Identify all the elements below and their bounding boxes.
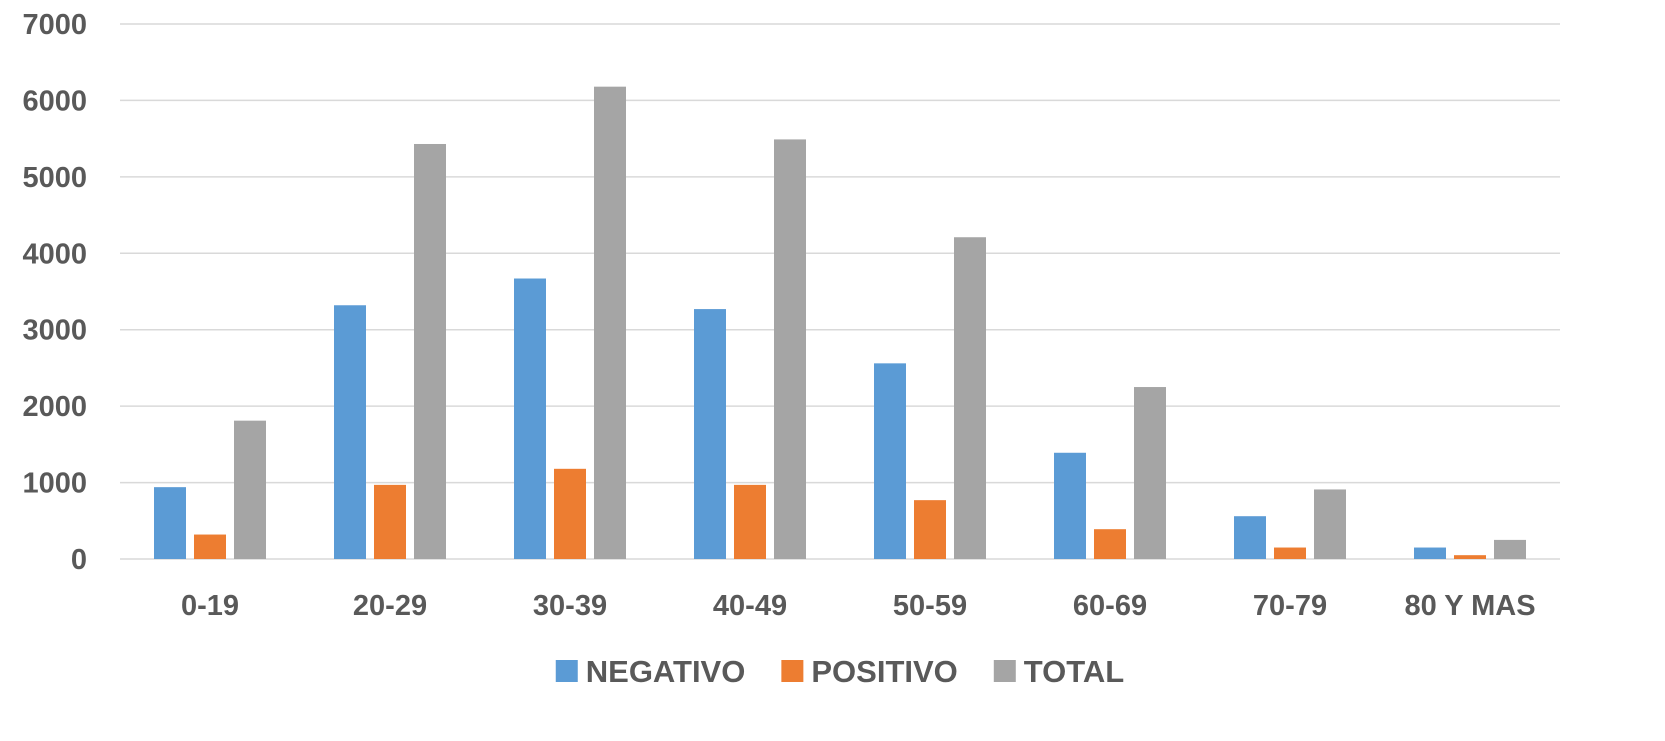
bar-negativo-80-y-mas xyxy=(1414,547,1446,559)
bar-total-70-79 xyxy=(1314,489,1346,559)
bar-positivo-80-y-mas xyxy=(1454,555,1486,559)
y-tick-label: 0 xyxy=(71,544,87,576)
legend-label-negativo: NEGATIVO xyxy=(586,654,746,689)
x-tick-label: 70-79 xyxy=(1253,590,1327,622)
bar-total-50-59 xyxy=(954,237,986,559)
bar-positivo-0-19 xyxy=(194,534,226,559)
bar-negativo-70-79 xyxy=(1234,516,1266,559)
bar-total-20-29 xyxy=(414,143,446,559)
bar-positivo-60-69 xyxy=(1094,529,1126,559)
y-tick-label: 2000 xyxy=(22,391,87,423)
y-tick-label: 1000 xyxy=(22,468,87,500)
bar-total-30-39 xyxy=(594,86,626,560)
bars xyxy=(154,86,1526,560)
bar-negativo-40-49 xyxy=(694,309,726,559)
y-tick-label: 3000 xyxy=(22,315,87,347)
bar-total-60-69 xyxy=(1134,387,1166,559)
bar-positivo-20-29 xyxy=(374,484,406,559)
y-axis-tick-labels: 0 1000 2000 3000 4000 5000 6000 7000 xyxy=(22,9,87,576)
x-tick-label: 0-19 xyxy=(181,590,239,622)
bar-total-40-49 xyxy=(774,139,806,559)
y-tick-label: 4000 xyxy=(22,238,87,270)
y-tick-label: 7000 xyxy=(22,9,87,41)
x-tick-label: 20-29 xyxy=(353,590,427,622)
y-tick-label: 6000 xyxy=(22,85,87,117)
x-tick-label: 80 Y MAS xyxy=(1404,590,1535,622)
legend-swatch-negativo xyxy=(555,660,578,682)
bar-total-80-y-mas xyxy=(1494,539,1526,559)
bar-negativo-60-69 xyxy=(1054,452,1086,559)
bar-negativo-50-59 xyxy=(874,363,906,559)
x-tick-label: 50-59 xyxy=(893,590,967,622)
bar-negativo-20-29 xyxy=(334,305,366,559)
legend: NEGATIVO POSITIVO TOTAL xyxy=(555,654,1124,689)
x-axis-tick-labels: 0-19 20-29 30-39 40-49 50-59 60-69 70-79 80 Y M… xyxy=(181,590,1536,622)
y-tick-label: 5000 xyxy=(22,162,87,194)
bar-positivo-70-79 xyxy=(1274,547,1306,559)
legend-label-positivo: POSITIVO xyxy=(811,654,957,689)
bar-positivo-40-49 xyxy=(734,484,766,559)
bar-positivo-50-59 xyxy=(914,500,946,559)
bar-negativo-0-19 xyxy=(154,487,186,559)
legend-swatch-positivo xyxy=(781,660,804,682)
bar-positivo-30-39 xyxy=(554,468,586,559)
x-tick-label: 30-39 xyxy=(533,590,607,622)
legend-label-total: TOTAL xyxy=(1024,654,1124,689)
x-tick-label: 40-49 xyxy=(713,590,787,622)
x-tick-label: 60-69 xyxy=(1073,590,1147,622)
bar-negativo-30-39 xyxy=(514,278,546,559)
legend-swatch-total xyxy=(993,660,1016,682)
bar-total-0-19 xyxy=(234,420,266,559)
